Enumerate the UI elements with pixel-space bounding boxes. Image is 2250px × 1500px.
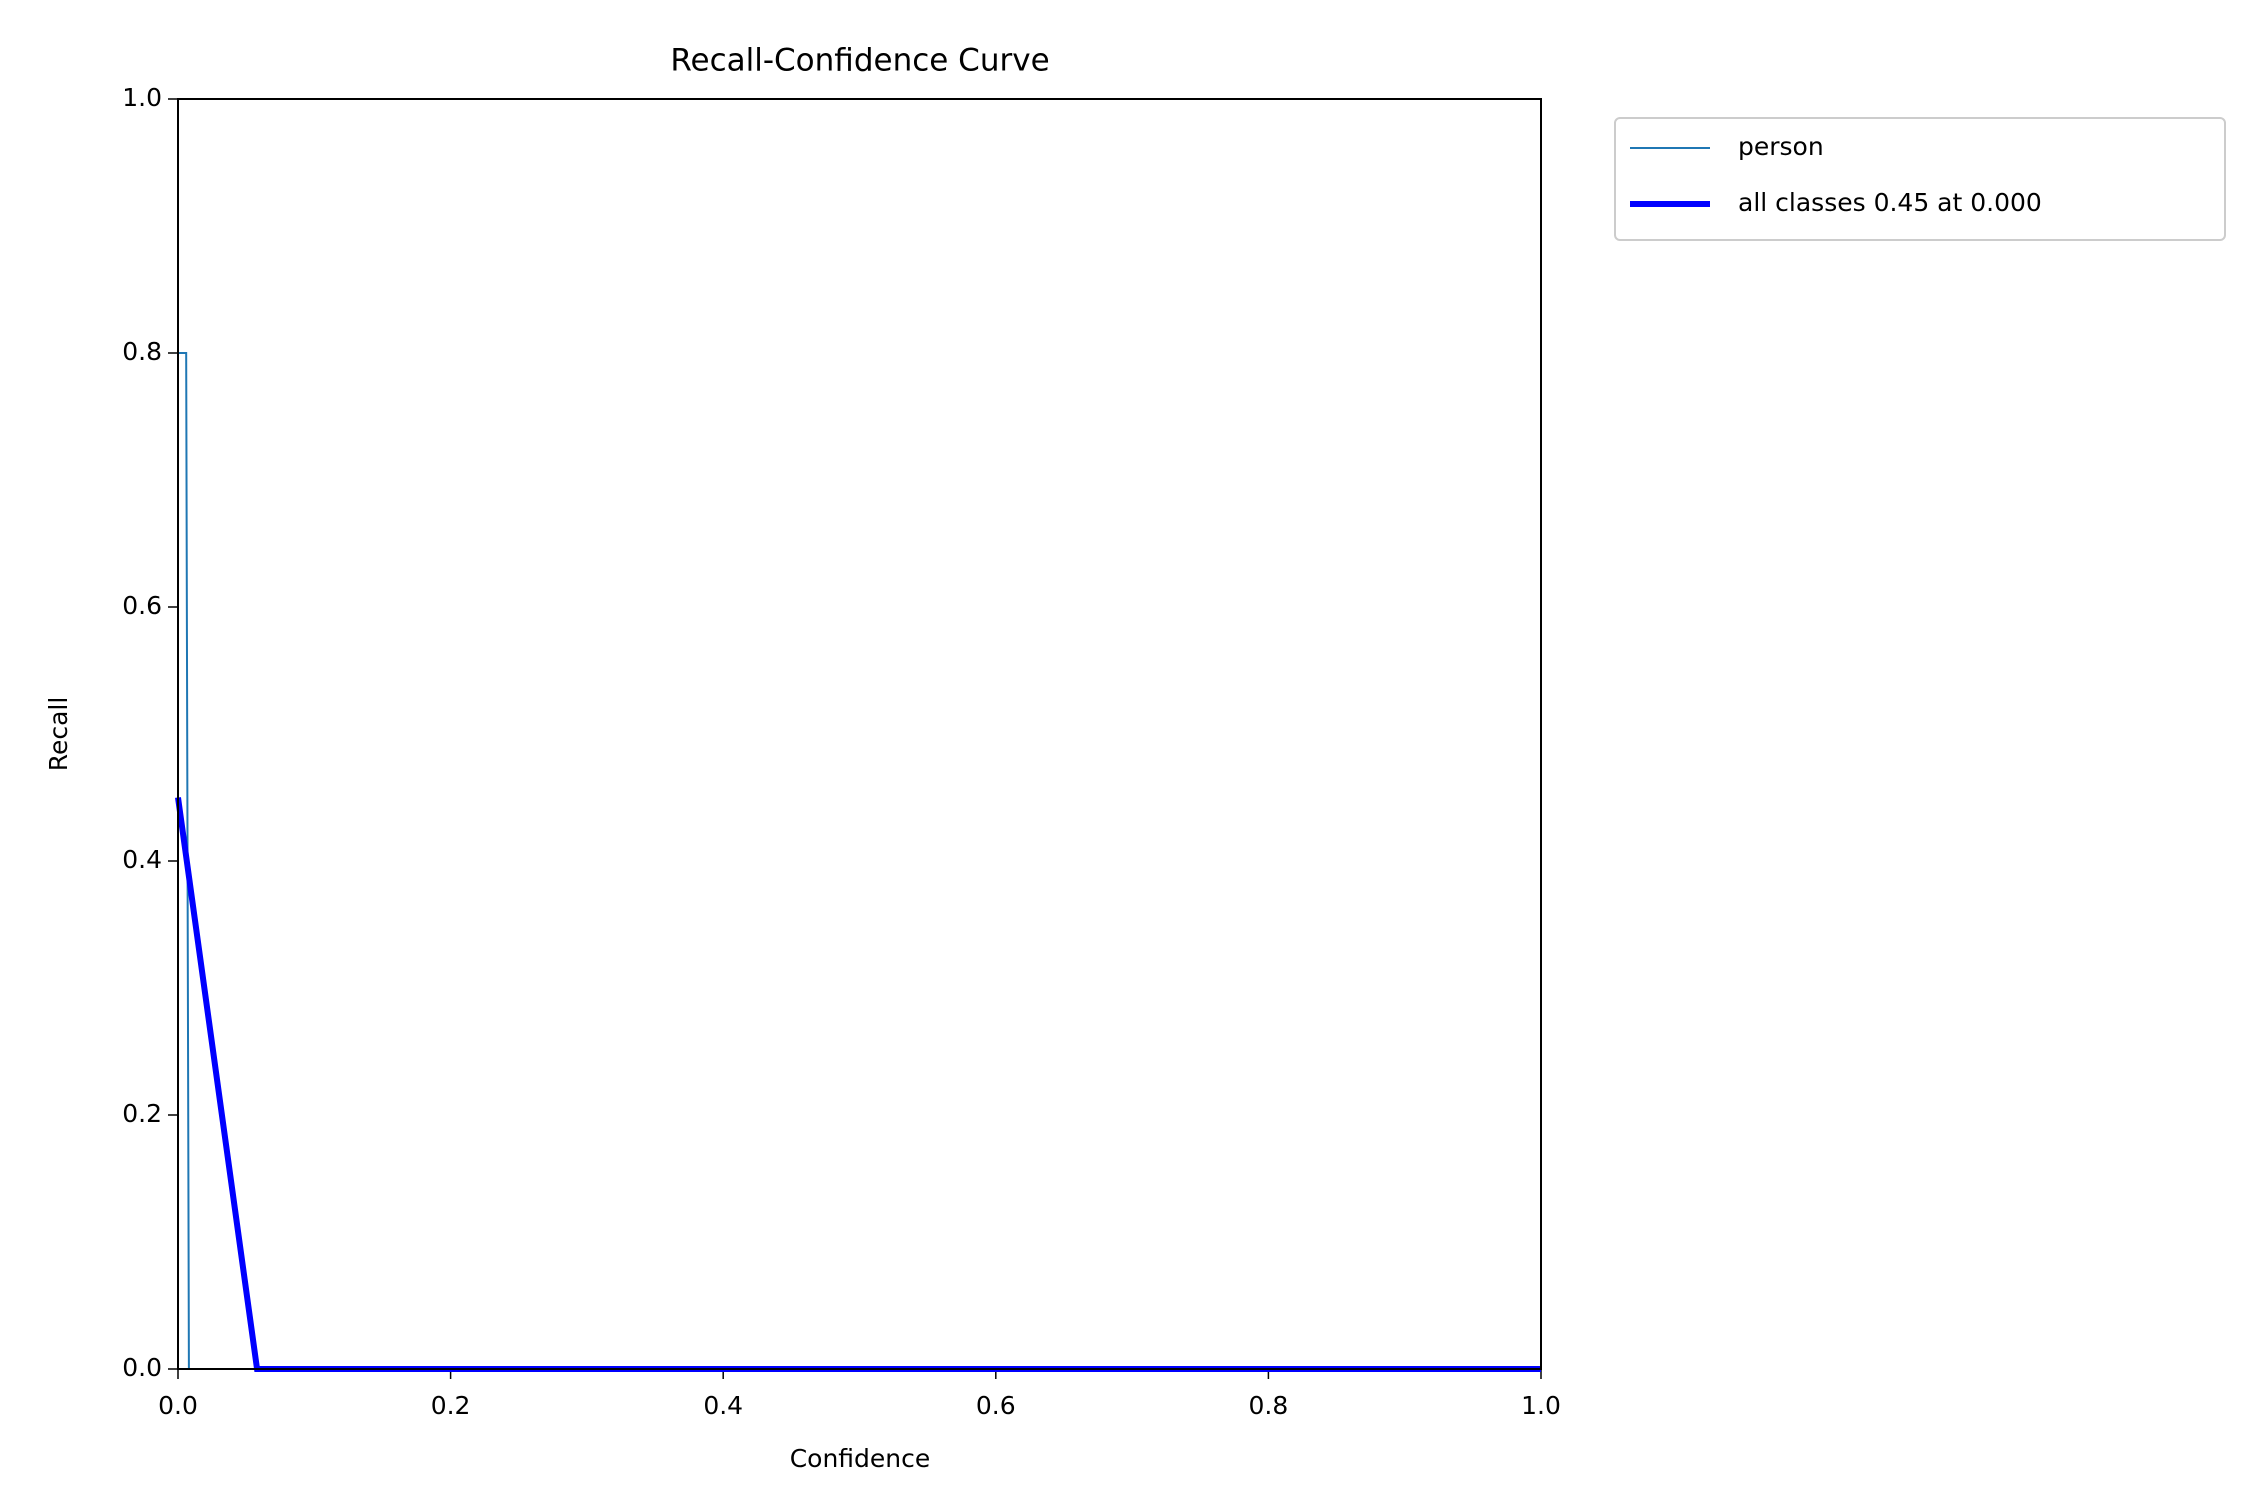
series-line: [178, 352, 1541, 1370]
y-tick-label: 0.6: [122, 591, 162, 620]
y-tick-label: 0.0: [122, 1353, 162, 1382]
x-tick-label: 0.2: [431, 1391, 471, 1420]
x-tick-label: 1.0: [1521, 1391, 1561, 1420]
plot-frame: [177, 98, 1542, 1370]
series-line: [175, 797, 1541, 1372]
legend-label: all classes 0.45 at 0.000: [1738, 188, 2042, 217]
x-tick-label: 0.8: [1249, 1391, 1289, 1420]
y-tick-label: 1.0: [122, 83, 162, 112]
chart-title: Recall-Confidence Curve: [670, 43, 1049, 79]
y-tick-label: 0.8: [122, 337, 162, 366]
x-tick-label: 0.6: [976, 1391, 1016, 1420]
y-tick-label: 0.4: [122, 845, 162, 874]
legend-box: [1614, 117, 2226, 241]
x-tick-label: 0.0: [158, 1391, 198, 1420]
legend-label: person: [1738, 132, 1824, 161]
y-tick-label: 0.2: [122, 1099, 162, 1128]
x-tick-label: 0.4: [703, 1391, 743, 1420]
y-axis-label: Recall: [44, 697, 73, 772]
x-axis-label: Confidence: [790, 1444, 931, 1473]
